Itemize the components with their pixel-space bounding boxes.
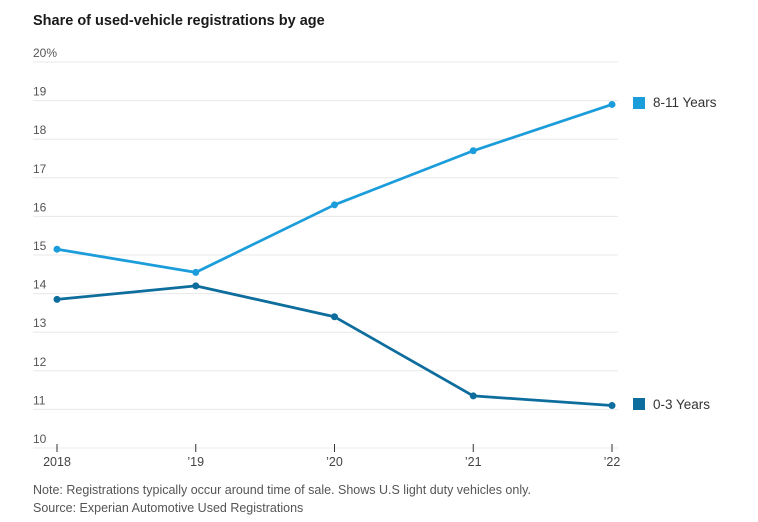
series-line-8-11 Years: [55, 103, 614, 274]
data-point: [331, 201, 338, 209]
y-tick-label: 11: [33, 393, 46, 407]
legend-item-8-11-years: 8-11 Years: [633, 95, 717, 110]
y-tick-label: 13: [33, 316, 47, 330]
y-tick-label: 17: [33, 162, 47, 176]
legend-item-0-3-years: 0-3 Years: [633, 397, 710, 412]
chart-source: Source: Experian Automotive Used Registr…: [33, 501, 304, 515]
y-tick-label: 19: [33, 85, 47, 99]
data-point: [53, 295, 61, 303]
legend-swatch-8-11-years-icon: [633, 96, 645, 109]
y-tick-label: 18: [33, 123, 47, 137]
y-tick-label: 20%: [33, 46, 57, 60]
y-tick-label: 14: [33, 278, 47, 292]
x-tick-label: ’19: [187, 455, 204, 469]
chart-note: Note: Registrations typically occur arou…: [33, 483, 531, 497]
legend-label: 8-11 Years: [653, 95, 717, 111]
y-tick-label: 15: [33, 239, 47, 253]
data-point: [192, 268, 200, 276]
data-point: [469, 147, 477, 155]
data-point: [331, 313, 338, 321]
data-point: [608, 402, 616, 410]
x-tick-label: ’22: [604, 455, 621, 469]
chart-title: Share of used-vehicle registrations by a…: [33, 13, 325, 29]
y-tick-label: 16: [33, 200, 47, 214]
x-tick-label: ’20: [326, 455, 343, 469]
y-tick-label: 12: [33, 355, 47, 369]
y-tick-label: 10: [33, 432, 47, 446]
data-point: [192, 282, 200, 290]
data-point: [608, 100, 616, 108]
data-point: [469, 392, 477, 400]
series-line-0-3 Years: [55, 284, 614, 407]
x-tick-label: ’21: [465, 455, 482, 469]
legend-label: 0-3 Years: [653, 396, 711, 412]
legend-swatch-0-3-years-icon: [633, 398, 645, 411]
data-point: [53, 245, 61, 253]
x-tick-label: 2018: [43, 455, 71, 469]
